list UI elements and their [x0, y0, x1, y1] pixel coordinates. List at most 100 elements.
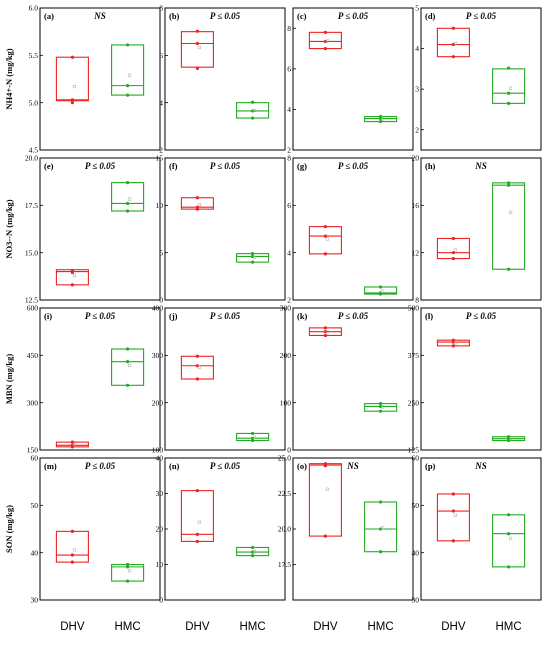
- mean-marker: [253, 108, 257, 113]
- panel-frame: [39, 307, 161, 451]
- panel-frame: [39, 7, 161, 151]
- mean-marker: [325, 330, 329, 334]
- mean-marker: [72, 443, 76, 447]
- data-point: [195, 377, 199, 381]
- panel-frame: [420, 457, 542, 601]
- data-point: [379, 550, 383, 554]
- data-point: [323, 333, 327, 338]
- y-tick-label: 250: [408, 398, 420, 407]
- mean-marker: [128, 197, 132, 201]
- x-category-label-dhv: DHV: [313, 621, 338, 633]
- y-tick-label: 4.5: [29, 146, 39, 155]
- data-point: [323, 326, 327, 330]
- mean-marker: [72, 273, 76, 277]
- data-point: [507, 565, 511, 569]
- y-tick-label: 12: [412, 248, 420, 257]
- y-tick-label: 300: [280, 304, 292, 313]
- panel-label: (m): [44, 461, 57, 471]
- panel: 150 300 450 600 (i) P ≤ 0.05 MBN (mg/kg): [4, 304, 161, 455]
- data-point: [451, 251, 455, 255]
- y-tick-label: 30: [31, 596, 39, 605]
- data-point: [126, 201, 130, 206]
- mean-marker: [453, 513, 457, 517]
- data-point: [126, 562, 130, 567]
- data-point: [251, 116, 255, 120]
- mean-marker: [453, 341, 457, 345]
- data-point: [507, 513, 511, 517]
- panel-label: (a): [44, 11, 54, 21]
- data-point: [195, 532, 199, 536]
- mean-marker: [128, 569, 132, 573]
- y-tick-label: 60: [412, 454, 420, 463]
- data-point: [323, 225, 327, 229]
- y-tick-label: 0: [159, 296, 163, 305]
- data-point: [126, 209, 130, 213]
- data-point: [126, 93, 130, 97]
- mean-marker: [197, 365, 201, 369]
- panel-label: (k): [297, 311, 308, 321]
- data-point: [70, 443, 74, 447]
- data-point: [70, 98, 74, 102]
- data-point: [451, 256, 455, 261]
- data-point: [379, 291, 383, 295]
- data-point: [251, 554, 255, 558]
- data-point: [323, 234, 327, 238]
- x-category-label-hmc: HMC: [114, 621, 140, 633]
- y-tick-label: 30: [412, 596, 420, 605]
- data-point: [251, 254, 255, 259]
- panel-frame: [164, 157, 286, 301]
- data-point: [379, 500, 383, 504]
- y-tick-label: 200: [280, 351, 292, 360]
- y-tick-label: 100: [280, 398, 292, 407]
- y-tick-label: 8: [287, 154, 291, 163]
- y-tick-label: 10: [156, 201, 164, 210]
- panel: 30 40 50 60 (m) P ≤ 0.05 SON (mg/kg): [4, 454, 161, 605]
- data-point: [379, 409, 383, 413]
- panel-frame: [39, 457, 161, 601]
- mean-marker: [325, 237, 329, 241]
- data-point: [251, 545, 255, 550]
- data-point: [70, 440, 74, 444]
- data-point: [126, 181, 130, 185]
- mean-marker: [325, 39, 329, 43]
- y-tick-label: 300: [27, 398, 39, 407]
- y-tick-label: 300: [152, 351, 164, 360]
- y-tick-label: 2: [287, 296, 291, 305]
- y-tick-label: 5.0: [29, 98, 39, 107]
- panel: 4.5 5.0 5.5 6.0 (a) NS NH4+-N (mg/kg): [4, 4, 161, 155]
- data-point: [323, 534, 327, 538]
- x-category-label-hmc: HMC: [367, 621, 393, 633]
- panel: 2 4 6 8 (c) P ≤ 0.05: [287, 7, 414, 155]
- y-tick-label: 20: [156, 525, 164, 534]
- mean-marker: [128, 363, 132, 367]
- mean-marker: [253, 255, 257, 259]
- y-tick-label: 400: [152, 304, 164, 313]
- data-point: [379, 402, 383, 406]
- significance-label: NS: [346, 461, 359, 471]
- y-tick-label: 5.5: [29, 51, 39, 60]
- panel-label: (h): [425, 161, 436, 171]
- significance-label: P ≤ 0.05: [338, 161, 369, 171]
- data-point: [507, 181, 511, 185]
- panel: 2 4 6 8 (g) P ≤ 0.05: [287, 154, 414, 305]
- mean-marker: [197, 45, 201, 50]
- data-point: [451, 539, 455, 543]
- panel: 100 200 300 400 (j) P ≤ 0.05: [152, 304, 286, 455]
- data-point: [70, 55, 74, 59]
- data-point: [70, 269, 74, 273]
- panel: 8 12 16 20 (h) NS: [412, 154, 542, 305]
- y-tick-label: 8: [415, 296, 419, 305]
- mean-marker: [381, 405, 385, 409]
- data-point: [126, 360, 130, 364]
- y-tick-label: 10: [156, 560, 164, 569]
- panel: 0 10 20 30 40 (n) P ≤ 0.05: [156, 454, 286, 605]
- y-tick-label: 150: [27, 446, 39, 455]
- data-point: [451, 344, 455, 348]
- y-tick-label: 100: [152, 446, 164, 455]
- panel: 2 4 6 8 (b) P ≤ 0.05: [159, 4, 286, 155]
- data-point: [70, 283, 74, 287]
- mean-marker: [453, 248, 457, 252]
- y-tick-label: 4: [415, 44, 419, 53]
- significance-label: P ≤ 0.05: [210, 11, 241, 21]
